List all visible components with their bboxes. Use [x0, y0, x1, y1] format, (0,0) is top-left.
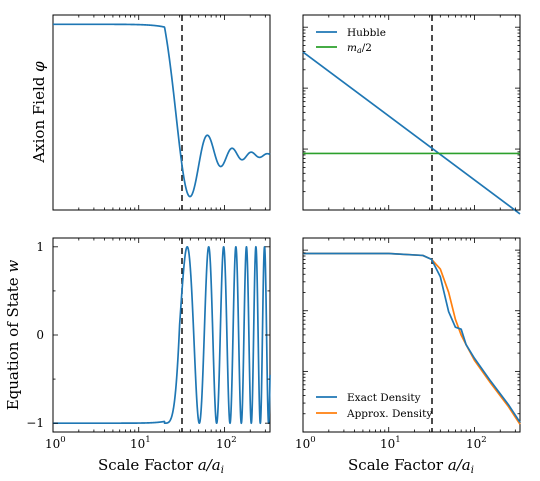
panel-hubble-mass-ticks — [302, 15, 520, 211]
xtick-10-1-base: 10 — [130, 437, 145, 451]
xlabel-left-ratio: a/a — [198, 456, 221, 474]
panel-density-ticks — [302, 238, 520, 433]
xlabel-scale-factor-left: Scale Factor a/ai — [98, 456, 224, 476]
xtick-label-10-1: 101 — [130, 435, 151, 451]
xtick-r-10-2-exp: 2 — [481, 435, 486, 445]
xtick-r-10-1-exp: 1 — [395, 435, 400, 445]
ylabel-axion-field: Axion Field φ — [30, 61, 48, 164]
xtick-10-0-base: 10 — [45, 437, 60, 451]
ylabel-axion-text: Axion Field — [30, 72, 48, 164]
legend-mass-label: ma/2 — [347, 42, 372, 55]
legend-exact-label: Exact Density — [347, 392, 421, 404]
xtick-labels-left: 100 101 102 — [45, 435, 237, 451]
panel-axion-field — [52, 14, 271, 211]
panel-axion-field-frame — [52, 14, 271, 211]
xtick-r-10-0-base: 10 — [295, 437, 310, 451]
ylabel-axion-symbol: φ — [30, 61, 48, 72]
exact-density-series — [303, 252, 521, 423]
xlabel-right-text: Scale Factor — [348, 456, 448, 474]
legend-hubble-mass: Hubble ma/2 — [316, 27, 386, 55]
ylabel-eos-text: Equation of State — [4, 273, 22, 411]
xtick-labels-right: 100 101 102 — [295, 435, 487, 451]
ylabel-equation-of-state: Equation of State w — [4, 260, 22, 411]
legend-mass-tail: /2 — [362, 42, 372, 54]
hubble-series — [302, 51, 521, 215]
panel-equation-of-state: 1 0 −1 — [26, 237, 271, 433]
panel-equation-of-state-ticks — [52, 238, 270, 432]
xlabel-left-sub: i — [221, 465, 224, 476]
xlabel-left-text: Scale Factor — [98, 456, 198, 474]
ytick-label-w-0: 0 — [36, 328, 44, 342]
ytick-label-w-neg1: −1 — [26, 416, 44, 430]
xtick-label-10-2: 102 — [216, 435, 237, 451]
legend-hubble-label: Hubble — [347, 27, 386, 39]
xlabel-right-sub: i — [471, 465, 474, 476]
xtick-label-r-10-0: 100 — [295, 435, 316, 451]
xtick-10-2-exp: 2 — [231, 435, 236, 445]
xtick-r-10-0-exp: 0 — [310, 435, 315, 445]
equation-of-state-series — [52, 245, 271, 425]
xtick-10-2-base: 10 — [216, 437, 231, 451]
xtick-10-0-exp: 0 — [60, 435, 65, 445]
xtick-label-10-0: 100 — [45, 435, 66, 451]
ylabel-eos-symbol: w — [4, 260, 22, 273]
panel-axion-field-ticks — [52, 15, 266, 210]
ytick-label-w-1: 1 — [36, 240, 44, 254]
axion-field-series — [52, 23, 271, 198]
panel-density: Exact Density Approx. Density — [302, 237, 521, 433]
xtick-r-10-2-base: 10 — [466, 437, 481, 451]
xtick-label-r-10-1: 101 — [380, 435, 401, 451]
panel-hubble-mass-frame — [302, 14, 521, 211]
xtick-label-r-10-2: 102 — [466, 435, 487, 451]
panel-hubble-mass: Hubble ma/2 — [302, 14, 521, 215]
xtick-10-1-exp: 1 — [145, 435, 150, 445]
legend-density: Exact Density Approx. Density — [316, 392, 432, 420]
legend-mass-sub: a — [357, 46, 362, 55]
legend-approx-label: Approx. Density — [346, 408, 432, 420]
xlabel-right-ratio: a/a — [448, 456, 471, 474]
legend-mass-m: m — [347, 42, 357, 54]
xtick-r-10-1-base: 10 — [380, 437, 395, 451]
xlabel-scale-factor-right: Scale Factor a/ai — [348, 456, 474, 476]
